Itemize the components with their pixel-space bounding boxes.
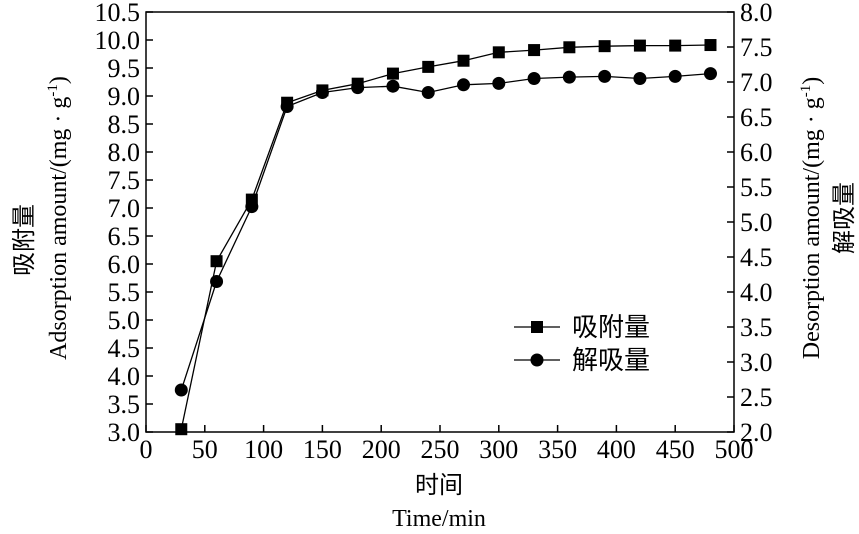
left-y-tick-label: 4.5: [108, 334, 141, 363]
data-point-circle: [351, 81, 365, 95]
data-point-square: [457, 54, 470, 67]
left-y-tick-label: 9.0: [108, 82, 141, 111]
x-tick-label: 400: [597, 435, 636, 464]
legend-label: 吸附量: [572, 313, 650, 342]
left-y-tick-label: 7.5: [108, 166, 141, 195]
data-point-circle: [633, 72, 647, 85]
axes: 0 50 100 150 200 250 300 350 400 450 5003.03.54.04…: [95, 0, 773, 464]
legend-label: 解吸量: [572, 346, 650, 375]
left-y-tick-label: 9.5: [108, 54, 141, 83]
right-y-tick-label: 7.0: [740, 68, 773, 97]
left-y-tick-label: 10.5: [95, 0, 141, 27]
left-y-tick-label: 7.0: [108, 194, 141, 223]
series-markers: [174, 39, 717, 436]
data-point-square: [598, 40, 611, 53]
x-tick-label: 450: [656, 435, 695, 464]
left-y-tick-label: 5.0: [108, 306, 141, 335]
right-axis-title-en-group: Desorption amount/(mg · g-1): [798, 77, 825, 359]
data-point-square: [492, 46, 505, 59]
right-y-tick-label: 8.0: [740, 0, 773, 27]
legend-marker-square: [531, 321, 543, 333]
x-tick-label: 350: [538, 435, 577, 464]
left-y-tick-label: 8.0: [108, 138, 141, 167]
right-y-tick-label: 5.0: [740, 208, 773, 237]
x-tick-label: 50: [192, 435, 218, 464]
data-point-circle: [562, 70, 576, 84]
right-axis-title-en-main: Desorption amount/(mg · g: [799, 97, 825, 359]
data-point-circle: [280, 100, 294, 113]
series-line-circle: [180, 72, 711, 391]
left-axis-title-en: Adsorption amount/(mg · g-1): [45, 76, 72, 360]
right-y-tick-label: 3.0: [740, 348, 773, 377]
data-point-circle: [457, 78, 471, 92]
left-y-tick-label: 8.5: [108, 110, 141, 139]
left-y-tick-label: 10.0: [95, 26, 141, 55]
x-tick-label: 100: [244, 435, 283, 464]
data-point-square: [704, 39, 717, 52]
left-y-tick-label: 6.5: [108, 222, 141, 251]
x-tick-label: 0: [140, 435, 153, 464]
data-point-circle: [174, 383, 188, 397]
x-tick-label: 500: [715, 435, 754, 464]
right-y-tick-label: 3.5: [740, 313, 773, 342]
right-y-tick-label: 4.0: [740, 278, 773, 307]
right-axis-title-en-close: ): [799, 77, 825, 85]
data-point-square: [210, 255, 223, 268]
data-point-circle: [315, 86, 329, 99]
x-axis-title-cn: 时间: [415, 472, 463, 499]
left-y-tick-label: 3.5: [108, 390, 141, 419]
right-y-tick-label: 7.5: [740, 33, 773, 62]
data-point-circle: [598, 69, 612, 83]
legend-marker-circle: [530, 353, 544, 367]
right-axis-title-cn: 解吸量: [831, 182, 858, 254]
series-line-square: [180, 44, 711, 430]
left-axis-title-en-main: Adsorption amount/(mg · g: [46, 97, 72, 360]
right-y-tick-label: 6.5: [740, 103, 773, 132]
x-tick-label: 150: [303, 435, 342, 464]
series-lines: [180, 44, 711, 430]
right-y-tick-label: 5.5: [740, 173, 773, 202]
data-point-circle: [703, 67, 717, 81]
data-point-square: [528, 44, 541, 57]
left-axis-title-en-close: ): [46, 76, 72, 84]
data-point-circle: [421, 86, 435, 99]
right-y-tick-label: 6.0: [740, 138, 773, 167]
data-point-circle: [668, 69, 682, 83]
right-y-tick-label: 2.0: [740, 418, 773, 447]
left-axis-title-cn: 吸附量: [11, 204, 38, 276]
left-y-tick-label: 6.0: [108, 250, 141, 279]
left-axis-title-cn-group: 吸附量: [11, 204, 38, 276]
right-axis-title-en: Desorption amount/(mg · g-1): [798, 77, 825, 359]
data-point-circle: [492, 76, 506, 90]
left-y-tick-label: 5.5: [108, 278, 141, 307]
data-point-square: [669, 39, 682, 52]
data-point-square: [422, 60, 435, 73]
right-axis-title-en-sup: -1: [798, 85, 814, 98]
left-axis-title-en-group: Adsorption amount/(mg · g-1): [45, 76, 72, 360]
right-y-tick-label: 4.5: [740, 243, 773, 272]
left-y-tick-label: 4.0: [108, 362, 141, 391]
left-axis-title-en-sup: -1: [45, 84, 61, 97]
right-y-tick-label: 2.5: [740, 383, 773, 412]
data-point-circle: [386, 79, 400, 93]
data-point-circle: [245, 200, 259, 214]
x-tick-label: 200: [362, 435, 401, 464]
x-tick-label: 300: [479, 435, 518, 464]
data-point-square: [175, 423, 188, 436]
x-tick-label: 250: [421, 435, 460, 464]
data-point-circle: [527, 72, 541, 85]
data-point-square: [563, 41, 576, 54]
left-y-tick-label: 3.0: [108, 418, 141, 447]
right-axis-title-cn-group: 解吸量: [831, 182, 858, 254]
x-axis-title-en: Time/min: [392, 506, 486, 532]
data-point-circle: [210, 275, 224, 288]
data-point-square: [633, 39, 646, 52]
data-point-square: [386, 67, 399, 80]
